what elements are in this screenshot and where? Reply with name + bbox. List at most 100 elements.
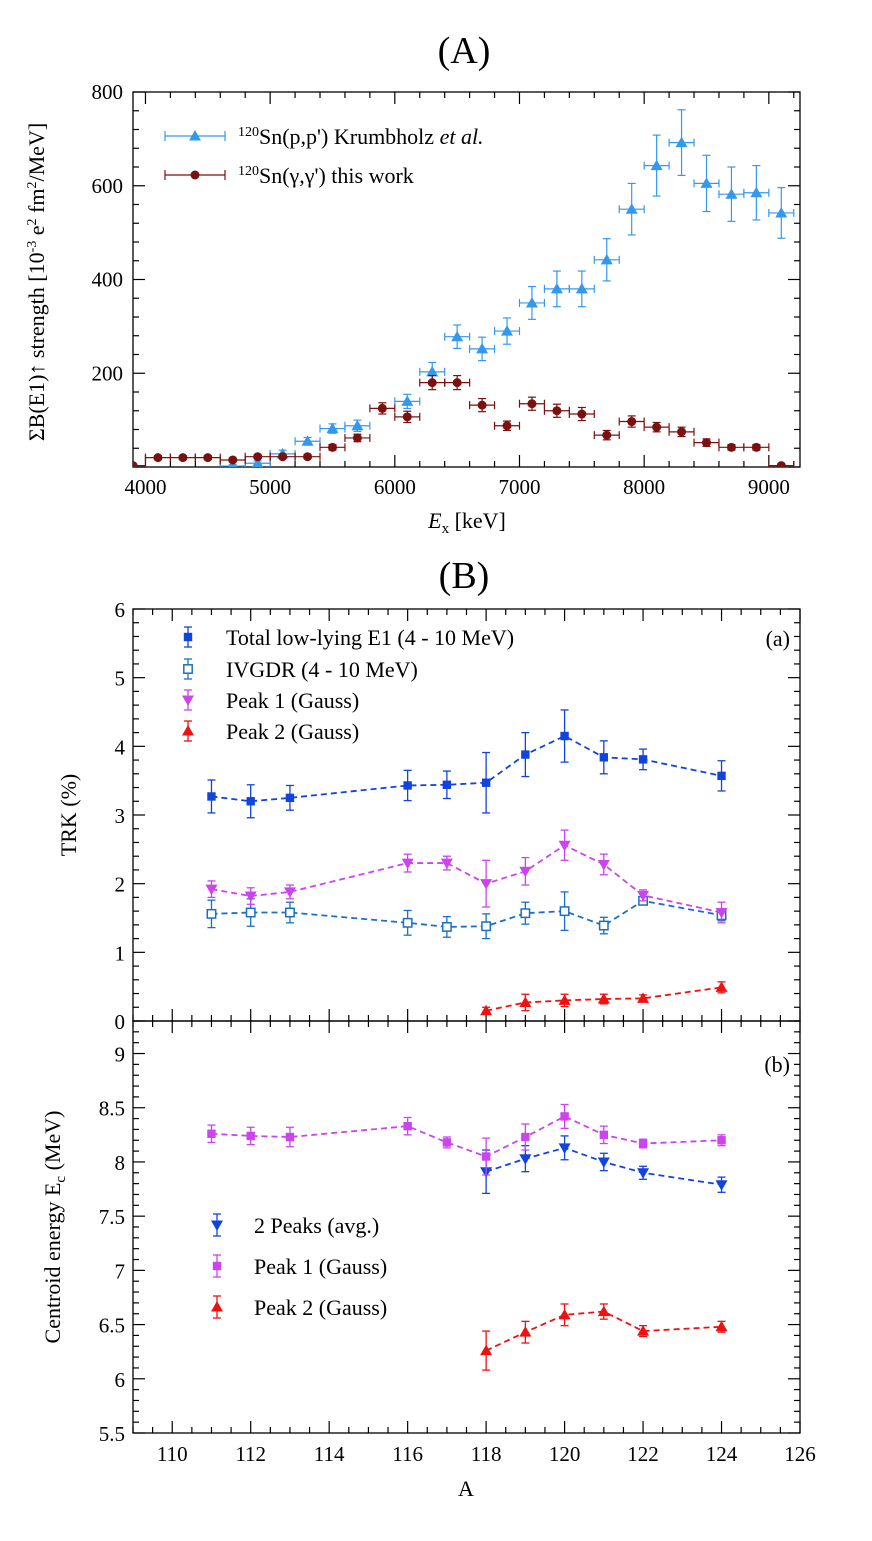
panel-a-ticks <box>133 91 800 468</box>
Bb-x-tick-label: 114 <box>314 1442 345 1466</box>
a-data-point <box>726 442 736 452</box>
a-data-point <box>650 159 663 171</box>
legend-symbol-ivgdr <box>183 658 193 680</box>
a-series-1 <box>133 374 795 467</box>
a-data-point <box>776 461 786 467</box>
Bb-data-point <box>403 1121 412 1131</box>
a-data-point <box>502 421 512 431</box>
Ba-data-point <box>521 750 530 759</box>
Ba-data-point <box>442 780 452 789</box>
Bb-series-1 <box>207 1103 726 1176</box>
a-data-point <box>327 442 337 452</box>
panel-ba-label: (a) <box>766 626 790 651</box>
Bb-y-tick-label: 6.5 <box>99 1314 125 1338</box>
legend-symbol-peak2-energy <box>211 1295 223 1319</box>
Ba-data-point <box>246 797 255 806</box>
a-data-point <box>600 253 613 265</box>
Ba-data-point <box>717 771 726 781</box>
panel-bb-x-axis-label: A <box>458 1476 474 1501</box>
a-x-tick-label: 4000 <box>124 475 166 499</box>
Ba-data-point <box>440 858 453 870</box>
Ba-data-point <box>205 884 218 896</box>
a-data-point <box>351 419 364 431</box>
a-x-tick-label: 9000 <box>748 475 790 499</box>
panel-ba-y-axis-label: TRK (%) <box>56 774 81 856</box>
legend-marker <box>211 1301 223 1312</box>
a-data-point <box>750 186 763 198</box>
Ba-y-tick-label: 2 <box>115 873 126 897</box>
panel-bb-label: (b) <box>764 1052 790 1077</box>
Ba-data-point <box>558 994 571 1005</box>
a-data-point <box>352 433 362 443</box>
Bb-x-tick-label: 124 <box>706 1442 738 1466</box>
Ba-series-0 <box>207 709 726 819</box>
Ba-data-point <box>285 793 295 803</box>
Bb-y-tick-label: 7 <box>115 1259 126 1283</box>
legend-symbol-total-e1 <box>183 626 193 648</box>
panel-a-tick-labels: 4000 5000 6000 7000 8000 9000 200 400 600 800 <box>92 80 790 499</box>
legend-label-2-peaks: 2 Peaks (avg.) <box>254 1213 379 1238</box>
legend-label-peak2: Peak 2 (Gauss) <box>226 719 359 744</box>
legend-label-peak1-energy: Peak 1 (Gauss) <box>254 1254 387 1279</box>
Bb-data-point <box>599 1130 609 1140</box>
a-data-point <box>203 453 213 463</box>
Ba-data-point <box>402 917 413 928</box>
Ba-data-point <box>245 907 256 918</box>
a-x-tick-label: 7000 <box>498 475 540 499</box>
a-data-point <box>451 330 464 342</box>
a-data-point <box>153 453 163 463</box>
Ba-y-tick-label: 0 <box>115 1010 126 1034</box>
Bb-data-point <box>637 1168 650 1179</box>
a-data-point <box>577 409 587 419</box>
Bb-x-tick-label: 116 <box>392 1442 423 1466</box>
Bb-data-point <box>285 1132 295 1142</box>
a-data-point <box>401 395 414 406</box>
Bb-data-point <box>207 1129 216 1138</box>
Bb-x-tick-label: 120 <box>549 1442 581 1466</box>
Bb-data-point <box>481 1152 491 1161</box>
panel-a-x-axis-label: Ex [keV] <box>427 508 506 537</box>
Bb-data-point <box>715 1180 728 1191</box>
Bb-series-2 <box>480 1303 728 1371</box>
a-data-point <box>501 325 514 336</box>
panel-b-title: (B) <box>439 555 490 597</box>
panel-bb-frame <box>132 1020 801 1434</box>
legend-symbol-peak1-energy <box>212 1254 222 1278</box>
Bb-x-tick-label: 126 <box>784 1442 816 1466</box>
a-data-point <box>550 282 563 294</box>
Ba-series-line <box>485 986 722 1012</box>
a-data-point <box>303 452 313 462</box>
a-data-point <box>252 457 264 467</box>
a-data-point <box>427 378 437 388</box>
panel-a: (A) 4000 5000 6000 7000 8000 9000 200 400 600 800… <box>24 30 801 537</box>
a-data-point <box>552 406 562 416</box>
legend-marker <box>182 725 194 736</box>
a-data-point <box>477 400 487 410</box>
a-data-point <box>301 435 314 446</box>
a-y-tick-label: 200 <box>92 361 124 385</box>
panel-bb-tick-labels: 110 112 114 116 118 120 122 124 126 5.5 6 6.5 7 7.5 8 8… <box>99 1043 816 1466</box>
a-data-point <box>602 430 612 440</box>
Ba-data-point <box>401 858 414 870</box>
a-data-point <box>751 442 761 452</box>
a-x-tick-label: 8000 <box>623 475 665 499</box>
panel-bb-y-axis-label: Centroid energy Ec (MeV) <box>40 1111 69 1344</box>
a-data-point <box>701 438 711 448</box>
panel-a-marks <box>133 109 795 467</box>
a-data-point <box>700 177 713 188</box>
Ba-data-point <box>519 866 532 878</box>
Bb-data-point <box>638 1139 648 1148</box>
Ba-y-tick-label: 4 <box>115 735 126 759</box>
Bb-data-point <box>442 1138 452 1147</box>
a-data-point <box>178 453 188 463</box>
legend-marker <box>190 170 200 180</box>
legend-label-total-e1: Total low-lying E1 (4 - 10 MeV) <box>226 625 514 650</box>
Ba-data-point <box>284 907 295 918</box>
Ba-series-line <box>211 735 722 803</box>
Ba-data-point <box>441 921 452 932</box>
Bb-y-tick-label: 8.5 <box>99 1097 125 1121</box>
a-data-point <box>575 282 588 294</box>
legend-symbol-peak1 <box>182 689 194 711</box>
Ba-series-1 <box>206 891 727 940</box>
Bb-data-point <box>558 1143 571 1154</box>
